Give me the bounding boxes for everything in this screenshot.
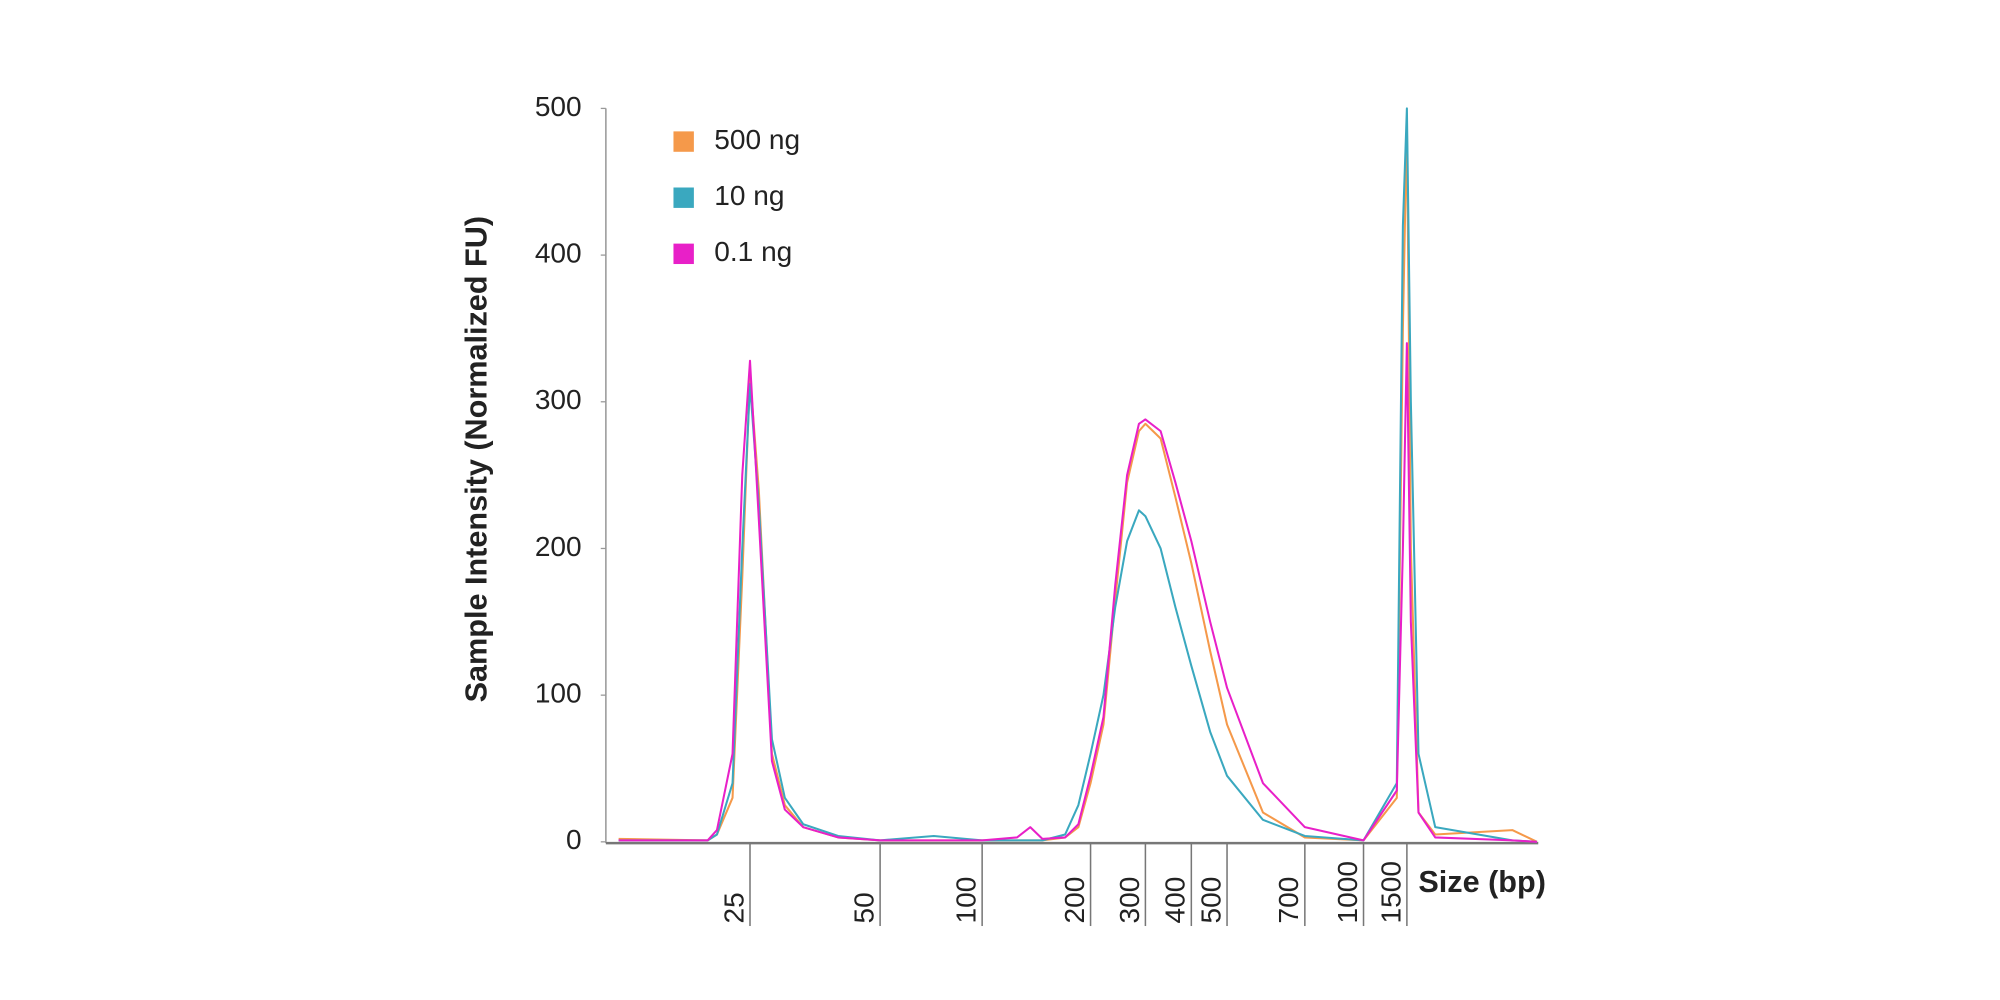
- y-tick-label: 500: [535, 91, 582, 122]
- y-tick-label: 100: [535, 678, 582, 709]
- x-tick-label: 25: [718, 892, 749, 923]
- legend-swatch: [673, 187, 694, 208]
- x-tick-label: 300: [1114, 877, 1145, 924]
- legend-swatch: [673, 243, 694, 265]
- y-tick-label: 400: [535, 238, 582, 269]
- x-tick-label: 1500: [1375, 861, 1406, 923]
- y-axis-title: Sample Intensity (Normalized FU): [459, 216, 493, 702]
- y-tick-label: 300: [535, 384, 582, 415]
- x-axis-title: Size (bp): [1418, 865, 1546, 899]
- legend-label: 500 ng: [714, 124, 800, 155]
- series-line: [618, 342, 1538, 843]
- x-tick-label: 200: [1059, 877, 1090, 924]
- y-tick-label: 0: [566, 824, 582, 855]
- y-tick-label: 200: [535, 531, 582, 562]
- x-tick-label: 400: [1160, 877, 1191, 924]
- series-line: [618, 107, 1538, 843]
- x-tick-label: 1000: [1332, 861, 1363, 923]
- x-tick-label: 50: [848, 892, 879, 923]
- x-tick-label: 500: [1195, 877, 1226, 924]
- legend-label: 0.1 ng: [714, 236, 792, 267]
- x-tick-label: 100: [951, 877, 982, 924]
- legend-swatch: [673, 131, 694, 152]
- x-tick-label: 700: [1273, 877, 1304, 924]
- legend-label: 10 ng: [714, 180, 784, 211]
